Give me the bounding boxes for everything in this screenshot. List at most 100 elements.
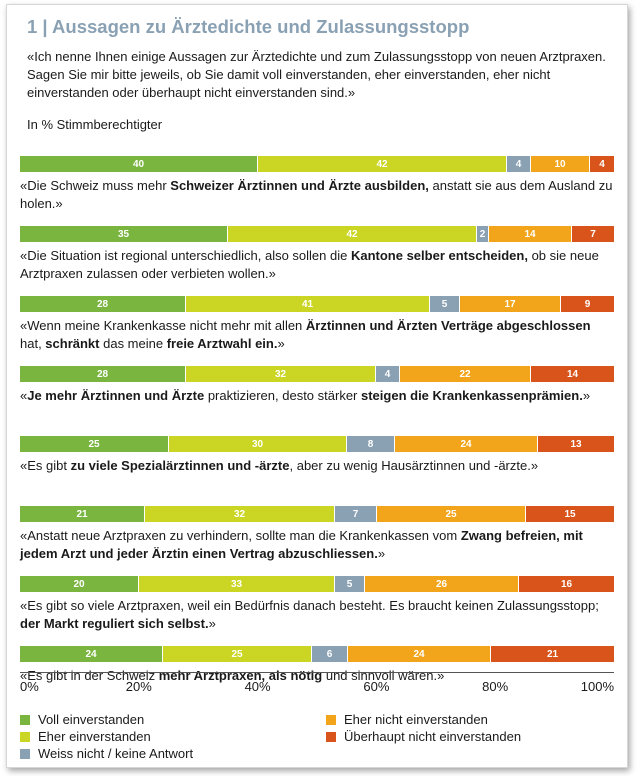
data-label: 4 [599,158,605,170]
statement-text: «Anstatt neue Arztpraxen zu verhindern, … [20,527,614,563]
data-label: 32 [233,508,246,520]
statement-part: «Es gibt in der Schweiz [20,668,159,683]
data-label: 41 [301,298,314,310]
bar-segment-eher: 30 [169,436,347,452]
legend-swatch [326,714,336,725]
legend-item-weiss: Weiss nicht / keine Antwort [20,746,193,761]
statement-text: «Je mehr Ärztinnen und Ärzte praktiziere… [20,387,614,405]
bar-segment-ueberhaupt-nicht: 13 [538,436,614,452]
statement-part: «Die Schweiz muss mehr [20,178,171,193]
data-label: 16 [560,578,573,590]
data-label: 5 [441,298,448,310]
stacked-bar: 28 41 5 17 9 [20,296,614,312]
bar-segment-eher-nicht: 14 [489,226,572,242]
statement-emphasis: Je mehr Ärztinnen und Ärzte [27,388,205,403]
bar-segment-weiss: 5 [335,576,365,592]
x-tick-label: 0% [20,679,39,694]
data-label: 17 [504,298,516,310]
data-label: 35 [117,228,130,240]
x-tick-label: 60% [363,679,390,694]
data-label: 25 [88,438,100,450]
data-label: 24 [413,648,425,660]
statement-emphasis: mehr Arztpraxen, als nötig [158,668,323,683]
stacked-bar: 28 32 4 22 14 [20,366,614,382]
statement-text: «Wenn meine Krankenkasse nicht mehr mit … [20,317,614,353]
data-label: 25 [445,508,457,520]
data-label: 26 [435,578,448,590]
bar-segment-voll: 35 [20,226,228,242]
bar-segment-ueberhaupt-nicht: 16 [519,576,614,592]
bar-segment-eher-nicht: 24 [395,436,538,452]
data-label: 33 [230,578,243,590]
data-label: 30 [251,438,264,450]
statement-part: «Wenn meine Krankenkasse nicht mehr mit … [20,318,306,333]
data-label: 21 [546,648,559,660]
data-label: 21 [76,508,88,520]
legend-label: Eher einverstanden [38,729,151,744]
statement-part: praktizieren, desto stärker [204,388,361,403]
data-label: 10 [554,158,566,170]
bar-segment-voll: 20 [20,576,139,592]
statement-part: » [377,546,386,561]
statement-part: , aber zu wenig Hausärztinnen und -ärzte… [289,458,539,473]
legend-item-ueberhaupt-nicht: Überhaupt nicht einverstanden [326,729,521,744]
data-label: 2 [479,228,486,240]
chart-title: 1 | Aussagen zu Ärztedichte und Zulassun… [27,16,470,37]
chart-row: 28 32 4 22 14 «Je mehr Ärztinnen und Ärzte pr… [20,356,614,426]
legend-label: Eher nicht einverstanden [344,712,488,727]
bar-segment-voll: 28 [20,296,186,312]
data-label: 40 [132,158,145,170]
data-label: 28 [96,368,109,380]
legend-label: Voll einverstanden [38,712,145,727]
stacked-bar-chart: 40 42 4 10 4 «Die Schweiz muss mehr Schweizer… [20,146,614,706]
statement-emphasis: schränkt [45,336,100,351]
bar-segment-voll: 24 [20,646,163,662]
chart-row: 21 32 7 25 15 «Anstatt neue Arztpraxen zu ver… [20,496,614,566]
bar-segment-eher-nicht: 17 [460,296,561,312]
stacked-bar: 21 32 7 25 15 [20,506,614,522]
legend-label: Überhaupt nicht einverstanden [344,729,522,744]
data-label: 9 [584,298,591,310]
statement-emphasis: Schweizer Ärztinnen und Ärzte ausbilden, [170,178,429,193]
legend-swatch [20,748,30,759]
data-label: 8 [367,438,374,450]
statement-emphasis: Zwang befreien, mit jedem Arzt und jeder… [20,528,583,561]
bar-segment-weiss: 8 [347,436,395,452]
data-label: 22 [459,368,471,380]
bar-segment-eher-nicht: 25 [377,506,526,522]
bar-segment-weiss: 4 [376,366,400,382]
x-axis: 0% 20% 40% 60% 80% 100% [20,672,614,702]
bar-segment-eher-nicht: 22 [400,366,531,382]
statement-part: «Die Situation ist regional unterschiedl… [20,248,351,263]
statement-emphasis: Kantone selber entscheiden, [350,248,528,263]
statement-part: » [208,616,216,631]
intro-text: «Ich nenne Ihnen einige Aussagen zur Ärz… [27,49,606,100]
data-label: 7 [590,228,596,240]
data-label: 28 [96,298,109,310]
stacked-bar: 24 25 6 24 21 [20,646,614,662]
statement-part: und sinnvoll wären.» [322,668,445,683]
bar-segment-eher: 42 [258,156,507,172]
data-label: 13 [570,438,582,450]
bar-segment-ueberhaupt-nicht: 21 [491,646,614,662]
chart-row: 24 25 6 24 21 «Es gibt in der Schweiz mehr Ar… [20,636,614,706]
legend-swatch [20,714,30,725]
statement-part: » [582,388,591,403]
statement-text: «Es gibt in der Schweiz mehr Arztpraxen,… [20,667,614,685]
unit-label: In % Stimmberechtigter [27,117,163,132]
statement-text: «Es gibt zu viele Spezialärztinnen und -… [20,457,614,475]
bar-segment-ueberhaupt-nicht: 4 [590,156,614,172]
statement-text: «Die Schweiz muss mehr Schweizer Ärztinn… [20,177,614,213]
stacked-bar: 40 42 4 10 4 [20,156,614,172]
statement-part: ob sie neue Arztpraxen zulassen oder ver… [20,248,599,281]
bar-segment-voll: 28 [20,366,186,382]
legend-swatch [326,731,336,742]
bar-segment-weiss: 6 [312,646,348,662]
bar-segment-eher: 41 [186,296,430,312]
chart-frame: 1 | Aussagen zu Ärztedichte und Zulassun… [6,4,628,768]
data-label: 4 [515,158,522,170]
statement-text: «Es gibt so viele Arztpraxen, weil ein B… [20,597,614,633]
bar-segment-eher: 25 [163,646,312,662]
chart-row: 28 41 5 17 9 «Wenn meine Krankenkasse nicht m… [20,286,614,356]
statement-emphasis: freie Arztwahl ein. [166,336,278,351]
